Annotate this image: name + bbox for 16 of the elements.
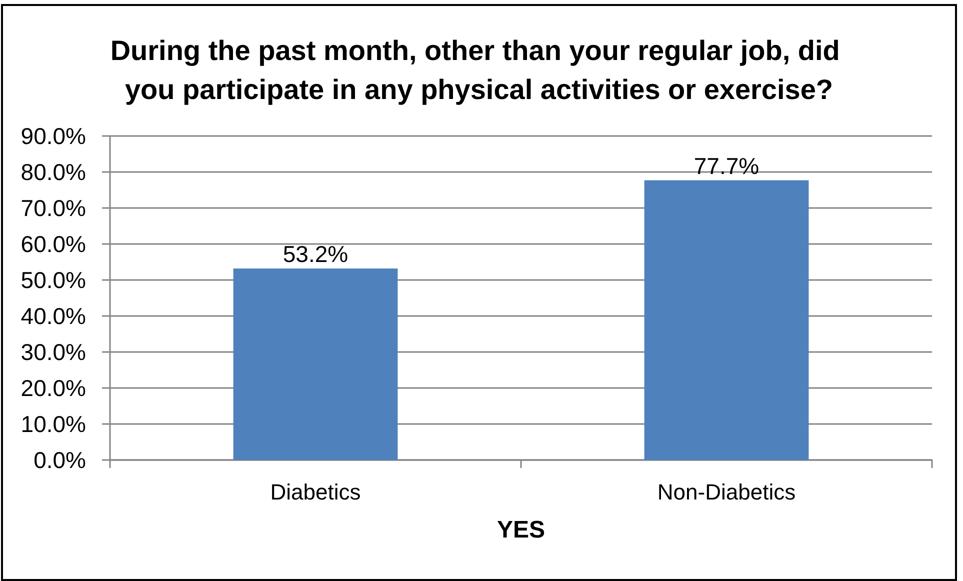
y-tick-label: 70.0% bbox=[20, 195, 86, 221]
y-tick-label: 20.0% bbox=[20, 375, 86, 401]
x-tick-label: Diabetics bbox=[270, 480, 361, 504]
y-tick-label: 90.0% bbox=[20, 123, 86, 149]
chart-title: During the past month, other than your regular job, did you participate in any physical activities or exercise? bbox=[110, 35, 848, 105]
y-tick-label: 0.0% bbox=[34, 447, 86, 473]
y-tick-label: 60.0% bbox=[20, 231, 86, 257]
y-tick-label: 30.0% bbox=[20, 339, 86, 365]
y-tick-label: 50.0% bbox=[20, 267, 86, 293]
data-label: 77.7% bbox=[694, 152, 760, 179]
y-tick-label: 80.0% bbox=[20, 159, 86, 185]
y-tick-label: 40.0% bbox=[20, 303, 86, 329]
y-tick-label: 10.0% bbox=[20, 411, 86, 437]
x-axis-title: YES bbox=[496, 516, 546, 544]
x-tick-label: Non-Diabetics bbox=[657, 480, 796, 504]
data-label: 53.2% bbox=[282, 240, 348, 267]
